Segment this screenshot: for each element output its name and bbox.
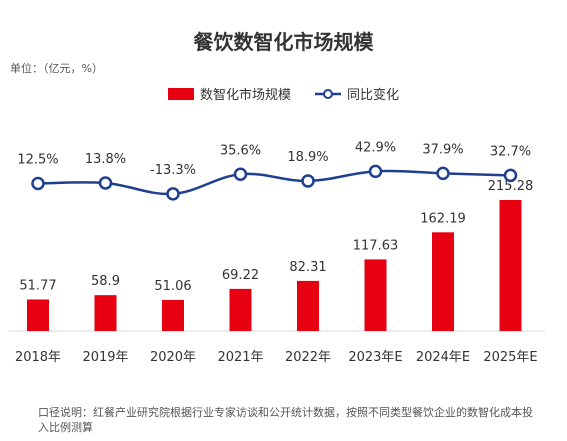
x-tick-label: 2024年E xyxy=(416,350,470,365)
yoy-point-0 xyxy=(31,176,45,191)
yoy-value-label: 12.5% xyxy=(17,153,58,168)
bar-value-label: 162.19 xyxy=(420,211,466,226)
legend-bar-swatch xyxy=(167,87,194,100)
bar-value-label: 51.77 xyxy=(19,278,56,293)
legend-item-line: 同比变化 xyxy=(315,84,399,103)
bar-value-label: 82.31 xyxy=(289,260,326,275)
yoy-point-4 xyxy=(301,174,315,188)
bar-4 xyxy=(297,280,319,331)
yoy-value-label: 37.9% xyxy=(422,142,463,157)
yoy-point-6 xyxy=(436,166,450,181)
bar-1 xyxy=(94,295,117,331)
x-tick-label: 2020年 xyxy=(150,350,196,365)
legend: 数智化市场规模 同比变化 xyxy=(0,84,567,103)
x-tick-label: 2019年 xyxy=(82,350,128,365)
legend-bar-label: 数智化市场规模 xyxy=(199,88,291,103)
yoy-value-label: 13.8% xyxy=(85,152,126,167)
unit-label: 单位：（亿元，%） xyxy=(10,62,103,75)
yoy-value-label: 32.7% xyxy=(490,144,531,159)
chart-title: 餐饮数智化市场规模 xyxy=(193,30,374,54)
yoy-value-label: 35.6% xyxy=(220,143,261,158)
bar-value-label: 215.28 xyxy=(488,179,534,194)
legend-item-bar: 数智化市场规模 xyxy=(167,84,291,103)
bar-value-label: 117.63 xyxy=(353,238,399,253)
bar-7 xyxy=(499,200,522,331)
bar-value-label: 51.06 xyxy=(154,279,191,294)
legend-line-swatch xyxy=(315,88,341,99)
x-tick-label: 2022年 xyxy=(285,350,331,365)
legend-line-label: 同比变化 xyxy=(347,88,400,103)
yoy-value-label: 42.9% xyxy=(355,140,396,155)
yoy-value-label: -13.3% xyxy=(150,163,196,178)
yoy-point-5 xyxy=(368,164,383,179)
x-tick-label: 2023年E xyxy=(348,350,402,365)
yoy-point-7 xyxy=(503,168,518,183)
x-tick-label: 2021年 xyxy=(217,350,263,365)
x-tick-label: 2025年E xyxy=(483,350,537,365)
yoy-value-label: 18.9% xyxy=(287,150,328,165)
bar-6 xyxy=(432,232,454,331)
bar-3 xyxy=(229,288,252,331)
yoy-point-2 xyxy=(166,187,180,201)
bar-0 xyxy=(27,299,49,331)
bar-value-label: 69.22 xyxy=(222,268,259,283)
bar-5 xyxy=(364,259,387,331)
yoy-point-1 xyxy=(98,176,113,190)
bar-value-label: 58.9 xyxy=(91,274,120,289)
x-tick-label: 2018年 xyxy=(15,350,61,365)
yoy-point-3 xyxy=(233,167,248,182)
footnote: 口径说明：红餐产业研究院根据行业专家访谈和公开统计数据，按照不同类型餐饮企业的数… xyxy=(38,406,533,434)
bar-2 xyxy=(162,299,184,331)
